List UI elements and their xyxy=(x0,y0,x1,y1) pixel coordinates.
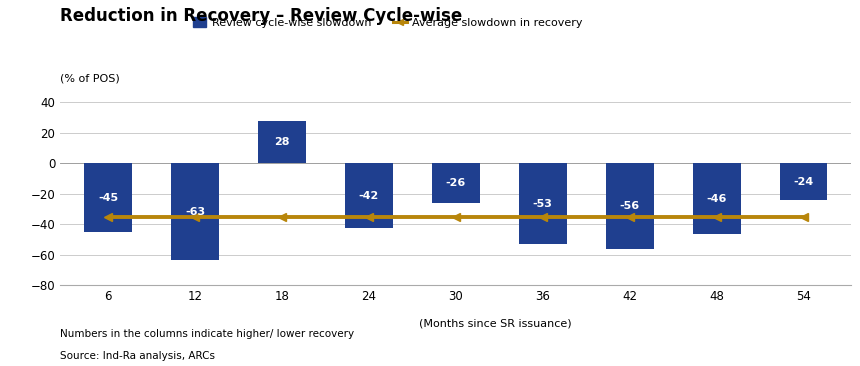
Text: Reduction in Recovery – Review Cycle-wise: Reduction in Recovery – Review Cycle-wis… xyxy=(60,7,463,25)
Bar xyxy=(258,121,306,164)
Bar xyxy=(171,164,219,259)
Legend: Review cycle-wise slowdown, Average slowdown in recovery: Review cycle-wise slowdown, Average slow… xyxy=(188,13,587,32)
Bar xyxy=(780,164,827,200)
Text: -42: -42 xyxy=(359,191,379,201)
Text: -45: -45 xyxy=(98,193,118,203)
Text: -56: -56 xyxy=(619,201,640,211)
Bar xyxy=(605,164,654,249)
Bar xyxy=(519,164,567,244)
Text: Source: Ind-Ra analysis, ARCs: Source: Ind-Ra analysis, ARCs xyxy=(60,351,215,361)
X-axis label: (Months since SR issuance): (Months since SR issuance) xyxy=(419,318,572,328)
Bar xyxy=(692,164,740,234)
Bar xyxy=(84,164,132,232)
Bar xyxy=(432,164,480,203)
Text: 28: 28 xyxy=(274,137,290,147)
Bar xyxy=(345,164,393,228)
Text: -53: -53 xyxy=(533,199,553,209)
Text: -63: -63 xyxy=(185,206,205,217)
Text: -46: -46 xyxy=(706,194,727,203)
Text: -26: -26 xyxy=(445,178,466,188)
Text: -24: -24 xyxy=(794,177,814,187)
Text: (% of POS): (% of POS) xyxy=(60,73,120,83)
Text: Numbers in the columns indicate higher/ lower recovery: Numbers in the columns indicate higher/ … xyxy=(60,329,354,339)
